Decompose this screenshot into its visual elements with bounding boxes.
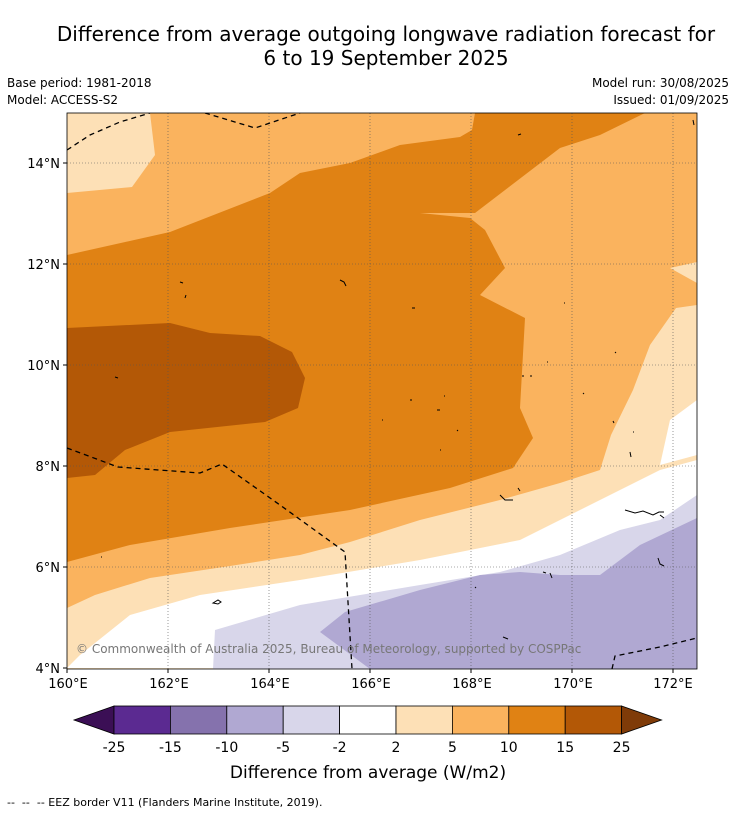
colorbar-tick-label: -5: [276, 740, 290, 756]
x-tick-label: 160°E: [48, 677, 88, 692]
colorbar-swatch: [226, 705, 284, 735]
y-tick-label: 10°N: [27, 359, 60, 374]
issued-label: Issued: 01/09/2025: [613, 93, 729, 107]
colorbar-swatch: [169, 705, 228, 735]
anomaly-field: [67, 113, 697, 669]
colorbar-tick-label: 5: [448, 740, 457, 756]
y-tick-label: 12°N: [27, 258, 60, 273]
colorbar-swatch: [395, 705, 453, 735]
colorbar-tick-label: -15: [159, 740, 182, 756]
colorbar-swatch: [339, 705, 397, 735]
colorbar-tick-label: 2: [392, 740, 401, 756]
colorbar-tick-label: -2: [333, 740, 347, 756]
grid-lines: [67, 113, 697, 669]
colorbar-tick-label: -10: [215, 740, 238, 756]
colorbar-swatch: [113, 705, 171, 735]
region-neg10-to-neg5: [320, 518, 697, 669]
x-tick-label: 172°E: [653, 677, 693, 692]
colorbar-tick-label: -25: [103, 740, 126, 756]
colorbar-tick-label: 25: [613, 740, 631, 756]
eez-borders: [67, 113, 697, 669]
model-run-label: Model run: 30/08/2025: [591, 76, 729, 90]
meta-right: Model run: 30/08/2025 Issued: 01/09/2025: [592, 75, 729, 109]
base-period-label: Base period: 1981-2018: [7, 76, 152, 90]
colorbar-arrow-high: [621, 705, 663, 735]
meta-left: Base period: 1981-2018 Model: ACCESS-S2: [7, 75, 152, 109]
x-tick-label: 170°E: [553, 677, 593, 692]
colorbar-title: Difference from average (W/m2): [230, 763, 506, 783]
map-frame: [66, 112, 698, 670]
x-tick-label: 168°E: [452, 677, 492, 692]
y-tick-label: 6°N: [36, 561, 61, 576]
colorbar-swatch: [564, 705, 623, 735]
title-line-1: Difference from average outgoing longwav…: [56, 22, 716, 46]
colorbar-arrow-low: [72, 705, 115, 735]
model-label: Model: ACCESS-S2: [7, 93, 119, 107]
copyright-notice: © Commonwealth of Australia 2025, Bureau…: [76, 642, 581, 656]
x-axis: 160°E 162°E 164°E 166°E 168°E 170°E 172°…: [48, 669, 693, 692]
x-tick-label: 162°E: [149, 677, 189, 692]
region-15-to-25: [67, 323, 305, 478]
eez-legend-note: -- -- -- EEZ border V11 (Flanders Marine…: [7, 796, 323, 809]
y-tick-label: 8°N: [36, 460, 61, 475]
colorbar-tick-label: 15: [556, 740, 574, 756]
islands: [101, 119, 695, 640]
colorbar-swatch: [508, 705, 566, 735]
colorbar-swatch: [451, 705, 510, 735]
colorbar-tick-label: 10: [500, 740, 518, 756]
y-tick-label: 14°N: [27, 157, 60, 172]
y-tick-label: 4°N: [36, 662, 61, 677]
colorbar: -25 -15 -10 -5 -2 2 5 10 15 25: [72, 705, 663, 756]
region-10-to-15: [67, 113, 645, 562]
region-near-zero-east: [660, 400, 697, 465]
chart-title: Difference from average outgoing longwav…: [0, 22, 736, 70]
colorbar-swatch: [282, 705, 341, 735]
y-axis: 14°N 12°N 10°N 8°N 6°N 4°N: [27, 157, 67, 677]
x-tick-label: 166°E: [351, 677, 391, 692]
x-tick-label: 164°E: [250, 677, 290, 692]
title-line-2: 6 to 19 September 2025: [263, 46, 509, 70]
